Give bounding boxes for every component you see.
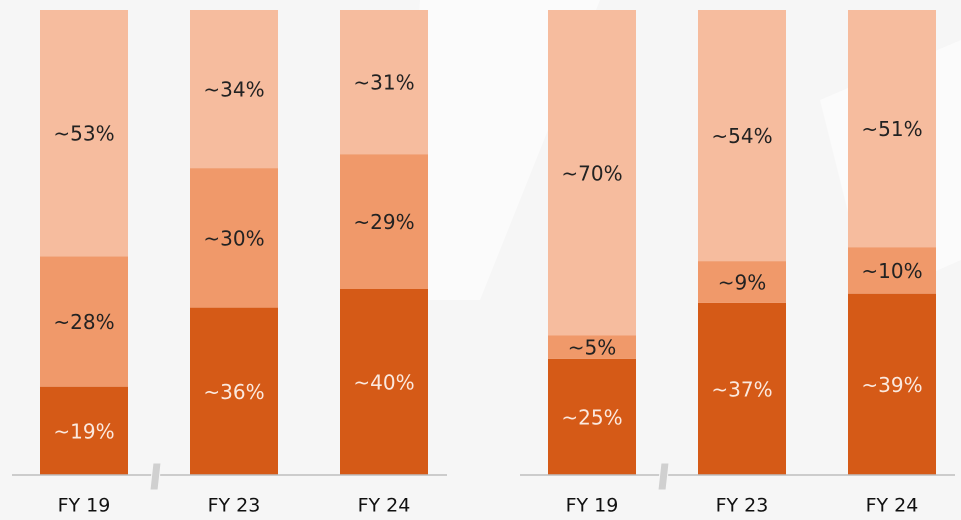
value-label: ~28%	[53, 310, 114, 334]
bar-segment	[190, 307, 278, 475]
value-label: ~10%	[861, 259, 922, 283]
x-tick-label: FY 24	[358, 495, 411, 517]
value-label: ~40%	[353, 371, 414, 395]
value-label: ~30%	[203, 226, 264, 250]
bar-segment	[40, 386, 128, 475]
bar-segment	[848, 10, 936, 248]
bar-segment	[340, 289, 428, 475]
bar-segment	[190, 168, 278, 308]
value-label: ~53%	[53, 122, 114, 146]
value-label: ~31%	[353, 71, 414, 95]
bar-segment	[698, 261, 786, 303]
value-label: ~9%	[718, 271, 767, 295]
bar-segment	[40, 10, 128, 257]
value-label: ~37%	[711, 377, 772, 401]
value-label: ~36%	[203, 380, 264, 404]
bar-segment	[548, 10, 636, 336]
bar-segment	[190, 10, 278, 169]
axis-break	[657, 462, 670, 491]
bar-segment	[548, 335, 636, 359]
bar-segment	[548, 358, 636, 475]
bar-segment	[848, 247, 936, 294]
x-tick-label: FY 19	[566, 495, 619, 517]
x-tick-label: FY 23	[716, 495, 769, 517]
value-label: ~25%	[561, 405, 622, 429]
value-label: ~19%	[53, 419, 114, 443]
value-label: ~5%	[568, 336, 617, 360]
value-label: ~51%	[861, 117, 922, 141]
bar-segment	[340, 154, 428, 289]
bar-segment	[40, 256, 128, 387]
x-tick-label: FY 24	[866, 495, 919, 517]
x-tick-label: FY 23	[208, 495, 261, 517]
axis-break	[149, 462, 162, 491]
value-label: ~39%	[861, 373, 922, 397]
value-label: ~70%	[561, 161, 622, 185]
bar-segment	[340, 10, 428, 155]
bar-segment	[848, 293, 936, 475]
value-label: ~54%	[711, 124, 772, 148]
bar-segment	[698, 10, 786, 262]
bar-segment	[698, 302, 786, 475]
value-label: ~34%	[203, 78, 264, 102]
x-tick-label: FY 19	[58, 495, 111, 517]
value-label: ~29%	[353, 210, 414, 234]
